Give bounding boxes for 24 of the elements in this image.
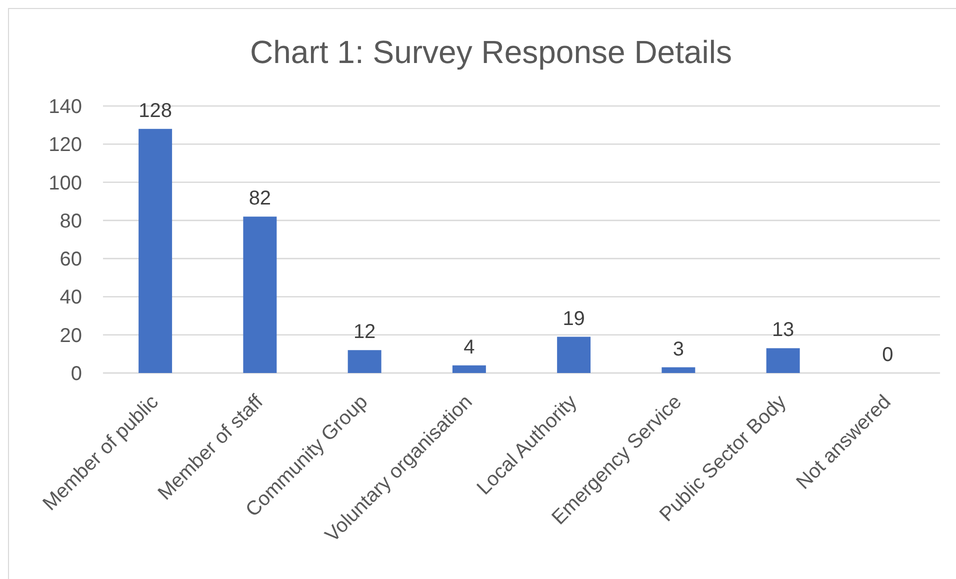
chart-title: Chart 1: Survey Response Details: [250, 34, 732, 70]
bar: [348, 350, 382, 373]
data-label: 4: [464, 336, 475, 358]
data-label: 128: [138, 100, 172, 122]
y-tick-label: 60: [60, 248, 82, 271]
data-label: 82: [248, 188, 272, 210]
y-tick-label: 0: [70, 363, 82, 385]
data-label: 12: [353, 321, 376, 344]
data-label: 0: [882, 344, 894, 366]
data-label: 19: [562, 308, 585, 330]
bar: [766, 348, 800, 373]
bar: [243, 216, 277, 373]
y-tick-label: 100: [48, 172, 82, 194]
data-label: 13: [772, 319, 794, 342]
bar: [662, 367, 696, 373]
bar: [452, 365, 486, 373]
y-tick-label: 120: [48, 134, 82, 156]
y-tick-label: 40: [60, 286, 82, 309]
bar: [138, 128, 172, 373]
data-label: 3: [672, 338, 684, 360]
y-tick-label: 20: [60, 324, 82, 347]
y-tick-label: 140: [48, 96, 82, 118]
y-tick-label: 80: [60, 210, 82, 232]
bar: [557, 336, 591, 373]
